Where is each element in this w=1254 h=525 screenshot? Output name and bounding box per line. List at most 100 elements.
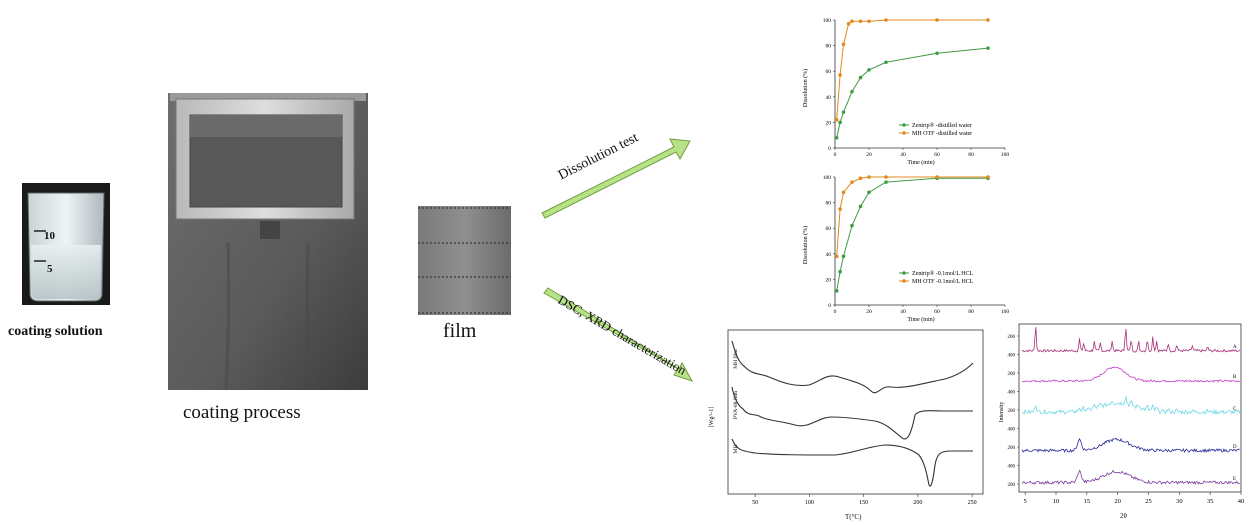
hcl-data-point [838,269,842,274]
water-xlabel: Time (min) [907,159,934,166]
xrd-ylabel: Intensity [999,402,1005,423]
hcl-ylabel: Dissolution (%) [802,226,809,264]
xrd-curve-D [1021,437,1240,453]
xrd-ytick-label: 400 [1008,428,1016,433]
hcl-xtick-label: 0 [834,309,837,315]
water-xtick-label: 100 [1001,152,1010,158]
water-data-point [834,135,839,140]
hcl-series-line-1 [836,176,988,257]
water-xtick-label: 0 [834,152,837,158]
film-photo [418,206,511,315]
hcl-data-point [986,175,990,179]
dsc-curve-label-mh: MH [733,445,739,454]
xrd-curve-C [1021,396,1241,416]
hcl-data-point [884,180,888,184]
coating-solution-photo: 10 5 [22,183,110,305]
xrd-curve-letter: A [1233,345,1237,350]
xrd-xtick-label: 15 [1084,498,1091,505]
water-data-point [850,89,854,94]
water-legend-mhotf: MH OTF -distilled water [912,131,972,137]
dsc-curve-mh-film [731,340,974,394]
water-data-point [986,18,990,22]
xrd-ytick-label: 200 [1008,446,1016,451]
hcl-legend-mhotf: MH OTF -0.1mol/L HCL [912,279,974,285]
dsc-xtick-label: 100 [805,500,814,506]
hcl-data-point [841,254,846,259]
xrd-curve-letter: C [1233,407,1237,412]
water-xtick-label: 80 [968,152,974,158]
xrd-xtick-label: 5 [1024,498,1027,505]
hcl-xtick-label: 40 [900,309,906,315]
water-ytick-label: 0 [828,146,831,152]
hcl-xtick-label: 20 [866,309,872,315]
hcl-xtick-label: 80 [968,309,974,315]
dsc-xtick-label: 50 [752,500,758,506]
xrd-ytick-label: 200 [1008,409,1016,414]
dsc-curve-label-mh-film: MH film [732,349,739,369]
coating-process-label: coating process [183,402,301,423]
xrd-ytick-label: 400 [1008,465,1016,470]
xrd-xlabel: 2θ [1120,512,1127,520]
film-strips-graphic [418,206,511,315]
xrd-chart: Intensity 200 400 200 400 200 400 200 400 200 5 1… [999,323,1245,505]
dsc-xtick-label: 250 [968,500,977,506]
xrd-xtick-label: 30 [1176,498,1183,505]
water-ytick-label: 20 [826,120,832,126]
water-data-point [846,22,851,26]
dsc-xlabel: T(°C) [845,513,862,521]
beaker-graphic: 10 5 [22,183,110,305]
xrd-curve-letter: B [1233,375,1237,380]
hcl-data-point [867,190,871,195]
water-data-point [935,18,939,22]
film-label: film [443,320,477,342]
hcl-legend-zentrip: Zentrip® -0.1mol/L HCL [912,270,973,277]
hcl-ytick-label: 20 [826,277,832,283]
xrd-xtick-label: 35 [1207,498,1214,505]
water-xtick-label: 20 [866,152,872,158]
water-ylabel: Dissolution (%) [802,69,809,107]
hcl-data-point [834,254,839,259]
xrd-curve-B [1021,366,1241,383]
water-data-point [935,51,939,56]
xrd-curve-E [1021,469,1240,486]
water-data-point [867,19,871,24]
xrd-curve-letter: D [1233,445,1237,450]
water-data-point [838,120,842,125]
water-data-point [834,118,839,122]
dissolution-chart-water: Dissolution (%) Time (min) 0 20 40 60 80 100 0… [802,18,1010,166]
xrd-ytick-label: 400 [1008,354,1016,359]
water-xtick-label: 60 [934,152,940,158]
water-ytick-label: 80 [826,44,832,50]
water-data-point [884,60,888,65]
dsc-ylabel: [Wg^-1] [709,407,715,427]
water-data-point [841,110,846,114]
water-series-line-1 [836,19,988,120]
xrd-xtick-label: 40 [1238,498,1245,505]
hcl-data-point [935,175,939,179]
dsc-chart: [Wg^-1] MH film PVA-88 film MH 50 100 150 2… [709,329,984,506]
dsc-curve-label-pva-film: PVA-88 film [732,390,739,419]
hcl-ytick-label: 40 [826,252,832,258]
xrd-xtick-label: 10 [1053,498,1060,505]
dissolution-arrow [541,138,691,219]
hcl-data-point [838,207,842,211]
water-legend-zentrip: Zentrip® -distilled water [912,122,972,129]
hcl-data-point [850,223,854,228]
beaker-mark-10: 10 [44,230,56,242]
hcl-data-point [867,175,871,179]
xrd-ytick-label: 200 [1008,372,1016,377]
dsc-curve-pva-film [731,386,973,440]
hcl-xtick-label: 100 [1001,309,1010,315]
coating-solution-label: coating solution [8,324,103,339]
characterization-arrow [543,287,694,382]
water-data-point [858,75,863,80]
hcl-xlabel: Time (min) [907,316,934,323]
dissolution-chart-hcl: Dissolution (%) Time (min) 0 20 40 60 80 100 0… [802,175,1010,323]
water-data-point [867,68,871,72]
beaker-mark-5: 5 [47,263,53,275]
hcl-xtick-label: 60 [934,309,940,315]
coating-applicator-graphic [168,93,368,391]
water-data-point [884,18,888,22]
water-ytick-label: 40 [826,95,832,101]
hcl-data-point [884,175,888,179]
